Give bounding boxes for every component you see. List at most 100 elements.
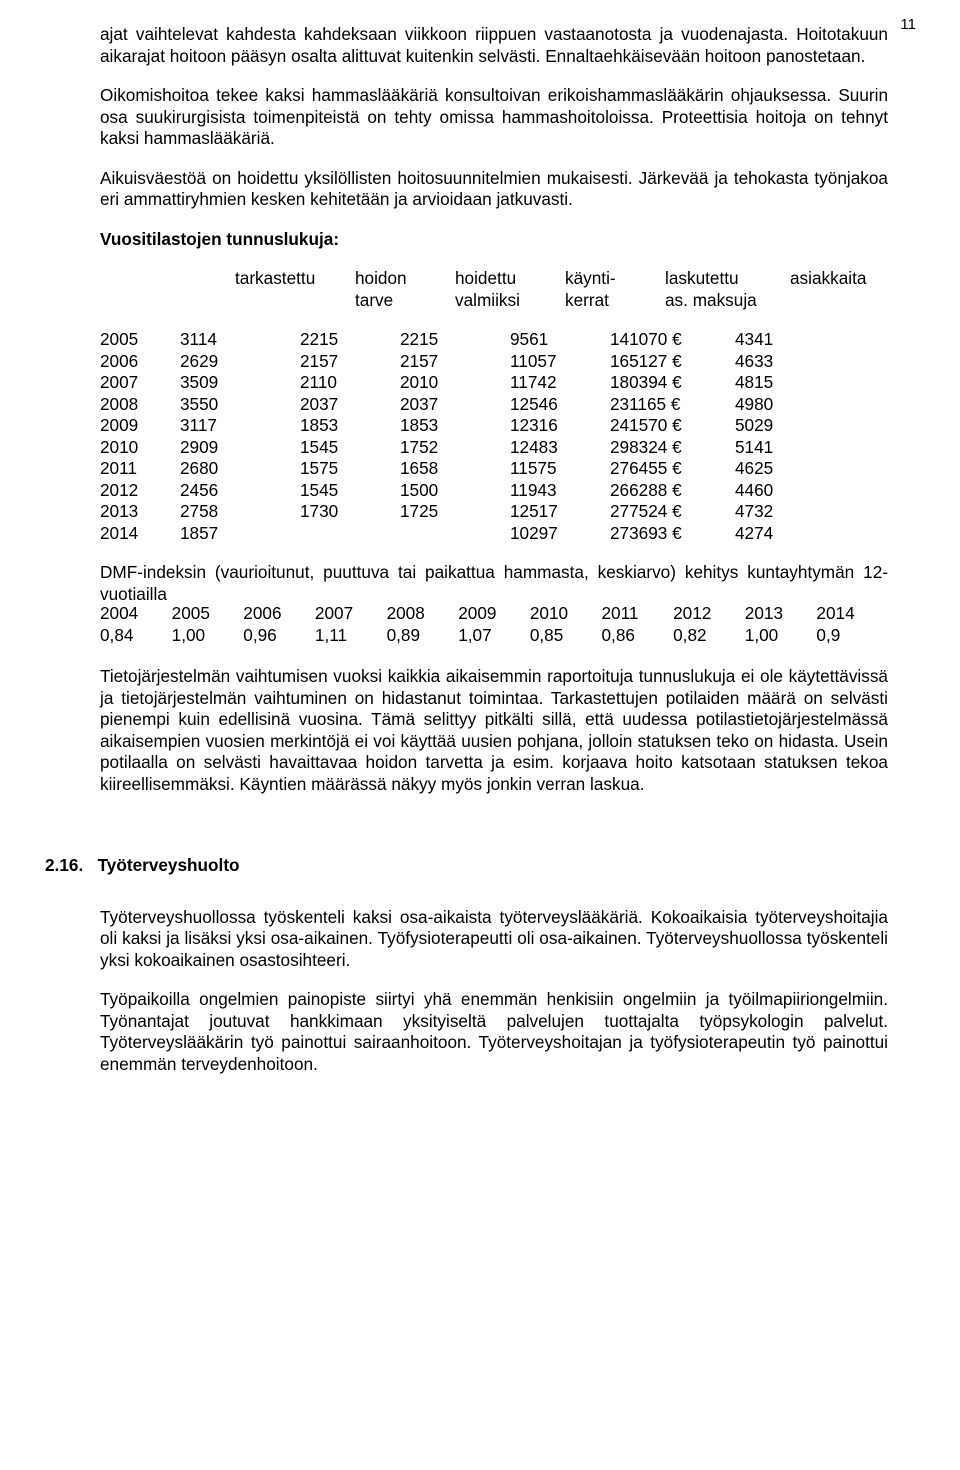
stats-data-cell: 1853 [300,415,400,437]
dmf-value-row-cell: 0,96 [243,625,315,647]
stats-data-cell: 4633 [735,351,825,373]
dmf-year-row-cell: 2008 [387,603,459,625]
stats-data-cell: 2012 [100,480,180,502]
stats-data-cell: 2011 [100,458,180,480]
stats-header-row-2: tarvevalmiiksikerratas. maksuja [155,290,888,312]
stats-data-row: 201029091545175212483298324 €5141 [100,437,888,459]
stats-data-cell: 3117 [180,415,300,437]
stats-header-row-2-cell: tarve [355,290,455,312]
stats-header-row-2-cell [790,290,880,312]
stats-data-cell: 2005 [100,329,180,351]
stats-data-row: 201224561545150011943266288 €4460 [100,480,888,502]
dmf-value-row-cell: 0,82 [673,625,745,647]
stats-data-cell: 4980 [735,394,825,416]
stats-header-row-2-cell [155,290,235,312]
stats-data-cell [400,523,510,545]
dmf-value-row-cell: 0,89 [387,625,459,647]
stats-data-row: 201126801575165811575276455 €4625 [100,458,888,480]
stats-data-cell: 165127 € [610,351,735,373]
stats-data-cell: 1545 [300,480,400,502]
stats-data-row: 201327581730172512517277524 €4732 [100,501,888,523]
dmf-intro-text: DMF-indeksin (vaurioitunut, puuttuva tai… [100,562,888,605]
stats-data-cell: 2215 [400,329,510,351]
stats-data-cell: 2007 [100,372,180,394]
dmf-year-row-cell: 2013 [745,603,817,625]
stats-data-cell: 3114 [180,329,300,351]
dmf-value-row-cell: 1,11 [315,625,387,647]
stats-data-cell: 11943 [510,480,610,502]
stats-data-cell: 3509 [180,372,300,394]
stats-data-cell: 11057 [510,351,610,373]
stats-data-cell: 273693 € [610,523,735,545]
stats-data-cell: 266288 € [610,480,735,502]
stats-data-cell: 1853 [400,415,510,437]
paragraph-occ-health-2: Työpaikoilla ongelmien painopiste siirty… [100,989,888,1075]
stats-data-cell: 180394 € [610,372,735,394]
dmf-value-row-cell: 1,00 [172,625,244,647]
dmf-value-row-cell: 0,86 [601,625,673,647]
stats-data-cell: 2629 [180,351,300,373]
stats-header-row-1-cell: hoidettu [455,268,565,290]
annual-stats-table: tarkastettuhoidonhoidettukäynti-laskutet… [100,268,888,544]
stats-data-cell: 2009 [100,415,180,437]
section-heading: 2.16. Työterveyshuolto [45,855,888,877]
stats-data-cell: 1575 [300,458,400,480]
stats-data-cell: 1500 [400,480,510,502]
stats-data-cell [300,523,400,545]
dmf-year-row-cell: 2009 [458,603,530,625]
dmf-value-row-cell: 0,84 [100,625,172,647]
stats-data-cell: 4274 [735,523,825,545]
stats-header-row-1-cell: hoidon [355,268,455,290]
stats-header-row-2-cell: kerrat [565,290,665,312]
stats-data-cell: 1857 [180,523,300,545]
dmf-year-row-cell: 2011 [601,603,673,625]
section-title: Työterveyshuolto [98,855,240,875]
stats-header-row-2-cell: as. maksuja [665,290,790,312]
stats-data-cell: 2157 [400,351,510,373]
stats-data-cell: 4732 [735,501,825,523]
stats-data-row: 200931171853185312316241570 €5029 [100,415,888,437]
document-page: 11 ajat vaihtelevat kahdesta kahdeksaan … [0,0,960,1470]
paragraph-occ-health-1: Työterveyshuollossa työskenteli kaksi os… [100,907,888,972]
stats-data-row: 200835502037203712546231165 €4980 [100,394,888,416]
dmf-year-row-cell: 2006 [243,603,315,625]
dmf-value-row-cell: 1,07 [458,625,530,647]
stats-data-row: 2005311422152215 9561141070 €4341 [100,329,888,351]
stats-data-cell: 231165 € [610,394,735,416]
stats-data-cell: 4815 [735,372,825,394]
stats-data-cell: 2037 [300,394,400,416]
paragraph-system-change: Tietojärjestelmän vaihtumisen vuoksi kai… [100,666,888,795]
dmf-year-row-cell: 2012 [673,603,745,625]
table-spacer [155,311,888,329]
stats-data-cell: 2010 [100,437,180,459]
paragraph-intro-3: Aikuisväestöä on hoidettu yksilöllisten … [100,168,888,211]
stats-data-cell: 9561 [510,329,610,351]
stats-header-row-2-cell: valmiiksi [455,290,565,312]
dmf-year-row-cell: 2005 [172,603,244,625]
stats-data-cell: 2037 [400,394,510,416]
stats-data-cell: 12517 [510,501,610,523]
stats-data-cell: 2110 [300,372,400,394]
dmf-year-row: 2004200520062007200820092010201120122013… [100,603,888,625]
stats-data-cell: 2456 [180,480,300,502]
paragraph-intro-2: Oikomishoitoa tekee kaksi hammaslääkäriä… [100,85,888,150]
stats-data-cell: 1545 [300,437,400,459]
stats-data-cell: 2909 [180,437,300,459]
stats-data-cell: 277524 € [610,501,735,523]
stats-data-row: 200626292157215711057165127 €4633 [100,351,888,373]
stats-header-row-1: tarkastettuhoidonhoidettukäynti-laskutet… [155,268,888,290]
stats-data-cell: 11742 [510,372,610,394]
stats-heading: Vuositilastojen tunnuslukuja: [100,229,888,251]
stats-data-cell: 2758 [180,501,300,523]
page-number: 11 [900,16,916,35]
stats-data-cell: 1752 [400,437,510,459]
stats-header-row-1-cell: käynti- [565,268,665,290]
stats-data-row: 2014185710297273693 €4274 [100,523,888,545]
stats-table-body: 2005311422152215 9561141070 €43412006262… [100,329,888,544]
stats-data-cell: 1658 [400,458,510,480]
stats-data-cell: 12483 [510,437,610,459]
stats-data-cell: 5029 [735,415,825,437]
stats-data-cell: 10297 [510,523,610,545]
stats-header-row-2-cell [235,290,355,312]
stats-data-cell: 1725 [400,501,510,523]
